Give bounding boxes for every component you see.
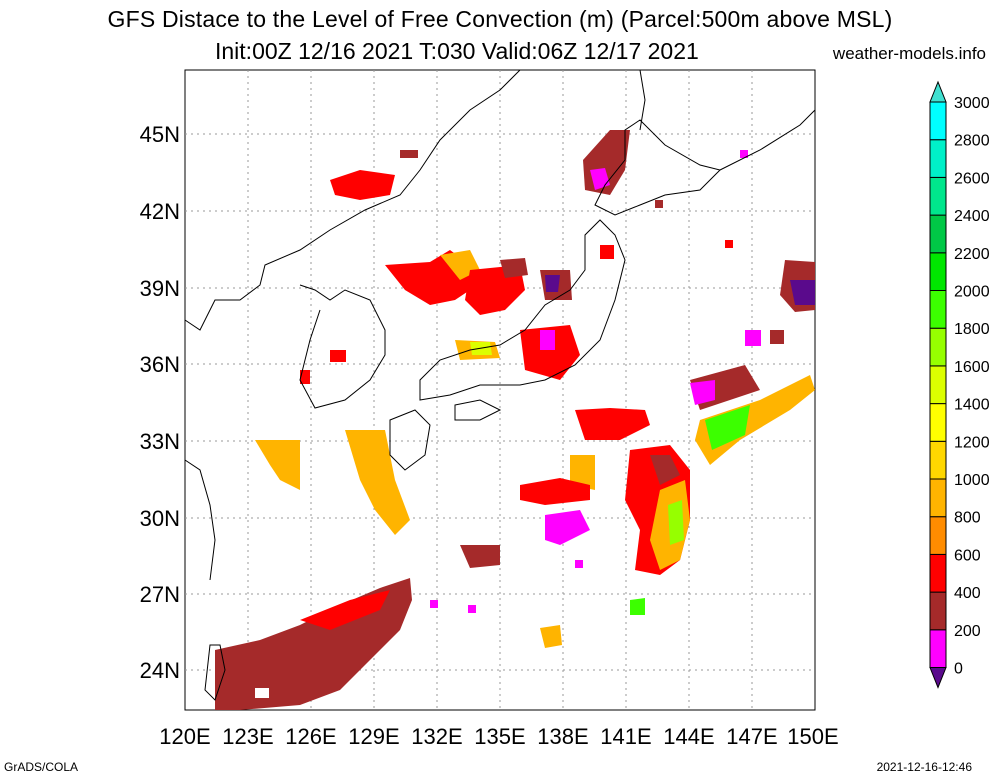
lon-label: 120E [159,724,210,749]
lon-label: 141E [600,724,651,749]
colorbar-swatch [929,101,947,141]
colorbar-label: 2800 [954,133,990,150]
colorbar-swatch [929,139,947,178]
lon-label: 150E [787,724,838,749]
colorbar-label: 2400 [954,208,990,225]
colorbar-swatch [929,290,947,329]
colorbar-top-arrow [929,80,947,103]
colorbar-label: 1200 [954,434,990,451]
colorbar-label: 2000 [954,284,990,301]
colorbar-swatch [929,440,947,480]
site-credit: weather-models.info [832,44,986,63]
colorbar-swatch [929,553,947,593]
lon-label: 138E [537,724,588,749]
lon-label: 135E [474,724,525,749]
lon-label: 132E [411,724,462,749]
colorbar [929,80,947,689]
colorbar-label: 600 [954,547,981,564]
colorbar-swatch [929,629,947,668]
colorbar-swatch [929,214,947,254]
colorbar-swatch [929,327,947,367]
colorbar-label: 400 [954,585,981,602]
map-title: GFS Distace to the Level of Free Convect… [107,6,893,32]
colorbar-swatch [929,478,947,518]
colorbar-label: 1000 [954,472,990,489]
map-subtitle: Init:00Z 12/16 2021 T:030 Valid:06Z 12/1… [215,38,699,64]
lon-label: 129E [348,724,399,749]
lat-label: 24N [140,658,180,683]
colorbar-swatch [929,252,947,292]
colorbar-label: 2200 [954,246,990,263]
lat-label: 33N [140,429,180,454]
lat-labels: 45N 42N 39N 36N 33N 30N 27N 24N [140,122,180,683]
colorbar-label: 1800 [954,321,990,338]
lon-label: 147E [726,724,777,749]
colorbar-label: 1400 [954,397,990,414]
lon-label: 144E [663,724,714,749]
lfc-field [215,130,815,710]
colorbar-swatch [929,516,947,555]
colorbar-swatch [929,403,947,442]
footer-credit: GrADS/COLA [4,760,79,774]
lat-label: 36N [140,352,180,377]
coastlines [184,69,816,701]
lat-label: 42N [140,199,180,224]
colorbar-bottom-arrow [929,667,947,689]
lat-label: 27N [140,582,180,607]
lat-label: 45N [140,122,180,147]
colorbar-labels: 0 200 400 600 800 1000 1200 1400 1600 1800 2000 220… [954,95,990,678]
colorbar-swatch [929,176,947,216]
lat-label: 39N [140,276,180,301]
lon-label: 126E [285,724,336,749]
lon-label: 123E [222,724,273,749]
lon-labels: 120E 123E 126E 129E 132E 135E 138E 141E … [159,724,838,749]
colorbar-swatch [929,365,947,405]
colorbar-swatch [929,591,947,631]
colorbar-label: 2600 [954,170,990,187]
colorbar-label: 800 [954,510,981,527]
lat-label: 30N [140,506,180,531]
colorbar-label: 0 [954,661,963,678]
colorbar-label: 3000 [954,95,990,112]
footer-timestamp: 2021-12-16-12:46 [876,760,972,774]
colorbar-label: 200 [954,623,981,640]
colorbar-label: 1600 [954,359,990,376]
